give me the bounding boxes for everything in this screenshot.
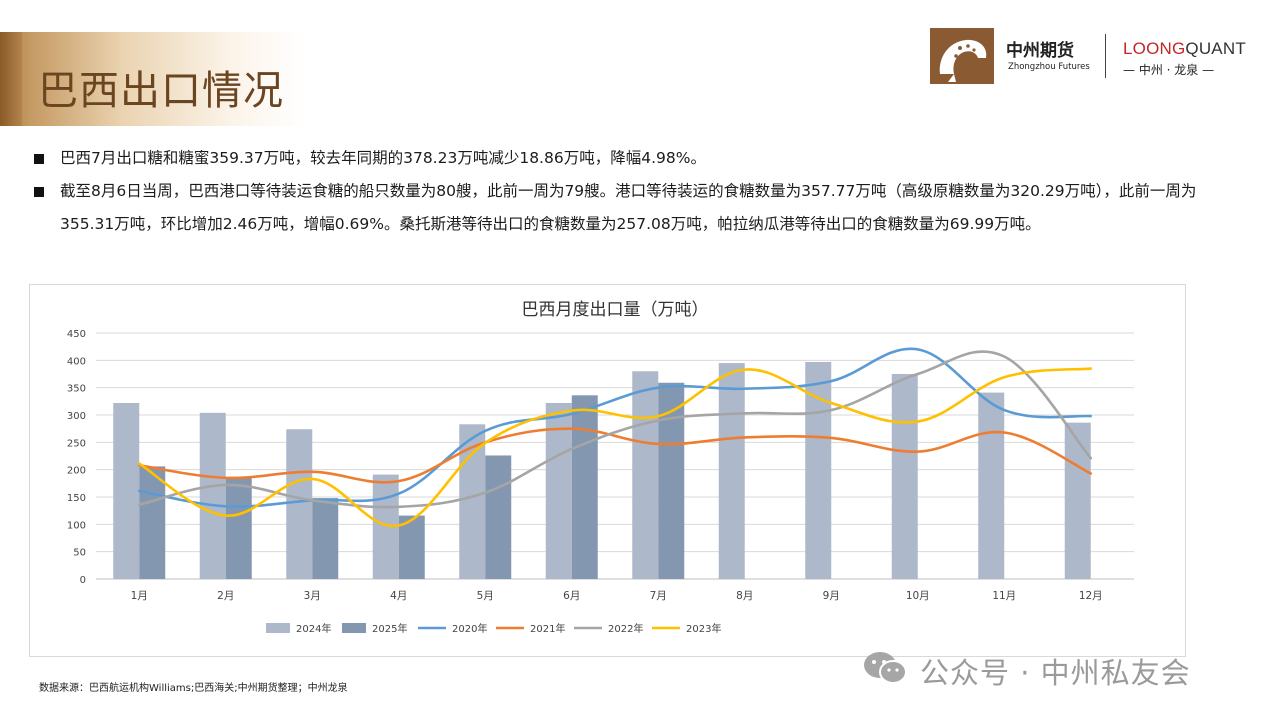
wechat-icon — [864, 652, 907, 684]
y-tick-label: 300 — [67, 411, 86, 422]
square-bullet-icon — [34, 154, 44, 164]
y-tick-label: 0 — [80, 575, 86, 586]
legend-label: 2023年 — [686, 622, 721, 635]
data-source: 数据来源：巴西航运机构Williams;巴西海关;中州期货整理；中州龙泉 — [39, 683, 348, 694]
line-2020年 — [137, 347, 1093, 508]
x-tick-label: 10月 — [906, 590, 930, 602]
x-tick-label: 2月 — [217, 590, 234, 602]
page-title: 巴西出口情况 — [38, 68, 284, 114]
bar-2024年 — [1064, 422, 1091, 579]
y-tick-label: 100 — [67, 520, 86, 531]
legend-label: 2020年 — [452, 622, 487, 635]
legend-label: 2021年 — [530, 622, 565, 635]
leopard-logo-icon — [930, 28, 994, 84]
y-tick-label: 50 — [73, 548, 86, 559]
legend-label: 2022年 — [608, 622, 643, 635]
export-chart: 巴西月度出口量（万吨） 0 50 100 150 200 250 300 350 400 450 1月… — [67, 300, 1134, 635]
bar-2024年 — [891, 374, 918, 579]
bar-2024年 — [718, 363, 745, 579]
x-tick-label: 4月 — [390, 590, 407, 602]
x-tick-label: 3月 — [304, 590, 321, 602]
company-logo: 中州期货 Zhongzhou Futures LOONGQUANT — 中州 ·… — [930, 28, 1250, 88]
bar-2024年 — [978, 392, 1005, 579]
loongquant-wordmark: LOONGQUANT — [1123, 39, 1246, 59]
logo-en-name: Zhongzhou Futures — [1008, 62, 1090, 72]
loongquant-subtitle: — 中州 · 龙泉 — — [1123, 63, 1215, 77]
x-tick-label: 1月 — [131, 590, 148, 602]
bar-2024年 — [113, 402, 140, 579]
x-tick-label: 9月 — [823, 590, 840, 602]
bar-2025年 — [225, 478, 252, 579]
x-tick-label: 11月 — [992, 590, 1016, 602]
bullet-item: 截至8月6日当周，巴西港口等待装运食糖的船只数量为80艘，此前一周为79艘。港口… — [32, 175, 1232, 241]
bar-2025年 — [571, 395, 598, 579]
line-2022年 — [137, 350, 1093, 509]
summary-bullets: 巴西7月出口糖和糖蜜359.37万吨，较去年同期的378.23万吨减少18.86… — [32, 142, 1232, 241]
wechat-watermark: 公众号 · 中州私友会 — [862, 648, 1252, 690]
square-bullet-icon — [34, 187, 44, 197]
y-tick-label: 400 — [67, 356, 86, 367]
legend-label: 2025年 — [372, 622, 407, 635]
legend-label: 2024年 — [296, 622, 331, 635]
x-tick-label: 6月 — [563, 590, 580, 602]
bar-2025年 — [139, 466, 166, 579]
x-tick-label: 7月 — [650, 590, 667, 602]
title-accent-stripe — [0, 32, 22, 126]
x-tick-label: 5月 — [477, 590, 494, 602]
y-tick-label: 350 — [67, 384, 86, 395]
line-2023年 — [137, 367, 1093, 528]
bullet-item: 巴西7月出口糖和糖蜜359.37万吨，较去年同期的378.23万吨减少18.86… — [32, 142, 1232, 175]
bar-2024年 — [632, 371, 659, 579]
loongquant-loong: LOONG — [1123, 39, 1186, 58]
legend-swatch — [342, 623, 366, 633]
bullet-text: 巴西7月出口糖和糖蜜359.37万吨，较去年同期的378.23万吨减少18.86… — [60, 149, 706, 167]
bullet-text: 截至8月6日当周，巴西港口等待装运食糖的船只数量为80艘，此前一周为79艘。港口… — [60, 182, 1197, 233]
title-banner — [0, 32, 305, 126]
y-tick-label: 200 — [67, 466, 86, 477]
x-tick-label: 8月 — [736, 590, 753, 602]
loongquant-quant: QUANT — [1185, 39, 1246, 58]
x-tick-label: 12月 — [1079, 590, 1103, 602]
chart-title: 巴西月度出口量（万吨） — [522, 300, 709, 320]
bar-2024年 — [286, 429, 313, 579]
logo-divider — [1105, 34, 1106, 78]
y-tick-label: 450 — [67, 329, 86, 340]
bar-2024年 — [199, 412, 226, 579]
bar-2025年 — [485, 455, 512, 579]
bar-2025年 — [398, 515, 425, 579]
y-tick-label: 250 — [67, 438, 86, 449]
y-tick-label: 150 — [67, 493, 86, 504]
watermark-text: 公众号 · 中州私友会 — [920, 656, 1191, 690]
logo-cn-name: 中州期货 — [1006, 41, 1074, 61]
line-2021年 — [137, 427, 1093, 484]
legend-swatch — [266, 623, 290, 633]
bar-2024年 — [545, 402, 572, 579]
chart-frame: 巴西月度出口量（万吨） 0 50 100 150 200 250 300 350 400 450 1月… — [29, 284, 1186, 657]
bar-2025年 — [312, 498, 339, 579]
